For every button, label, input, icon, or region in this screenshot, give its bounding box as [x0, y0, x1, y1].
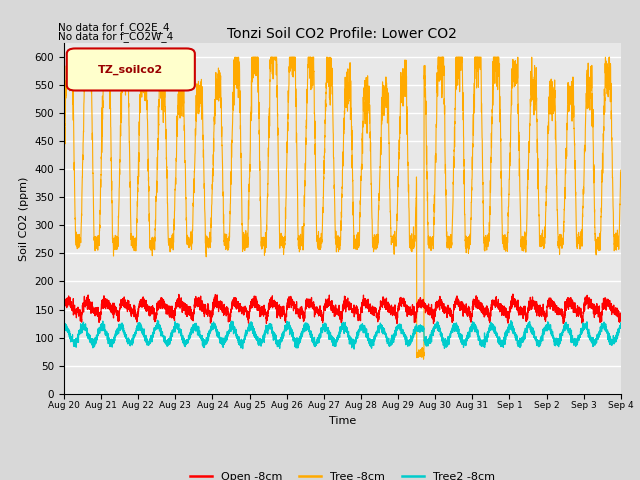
Tree2 -8cm [322, 321, 330, 326]
Tree -8cm [322, 101, 330, 107]
Title: Tonzi Soil CO2 Profile: Lower CO2: Tonzi Soil CO2 Profile: Lower CO2 [227, 27, 458, 41]
Tree -8cm [420, 356, 428, 362]
Tree2 -8cm [499, 338, 507, 344]
Text: No data for f_CO2E_4: No data for f_CO2E_4 [58, 22, 169, 33]
Open -8cm [467, 315, 475, 321]
Open -8cm [160, 301, 168, 307]
Tree2 -8cm [617, 322, 625, 327]
Line: Open -8cm: Open -8cm [64, 294, 621, 324]
Tree -8cm [161, 80, 168, 85]
Tree -8cm [499, 235, 507, 241]
Open -8cm [509, 291, 516, 297]
Open -8cm [616, 312, 624, 318]
Tree -8cm [63, 54, 70, 60]
Open -8cm [617, 311, 625, 316]
Tree -8cm [468, 200, 476, 205]
Tree2 -8cm [60, 321, 68, 326]
Line: Tree -8cm: Tree -8cm [64, 57, 621, 359]
Tree2 -8cm [154, 317, 161, 323]
Text: No data for f_CO2W_4: No data for f_CO2W_4 [58, 31, 173, 42]
Y-axis label: Soil CO2 (ppm): Soil CO2 (ppm) [19, 176, 29, 261]
Open -8cm [60, 307, 68, 313]
Open -8cm [322, 298, 330, 303]
Text: TZ_soilco2: TZ_soilco2 [98, 64, 163, 74]
Legend: Open -8cm, Tree -8cm, Tree2 -8cm: Open -8cm, Tree -8cm, Tree2 -8cm [186, 467, 499, 480]
Tree2 -8cm [616, 325, 624, 331]
Tree -8cm [60, 161, 68, 167]
Tree2 -8cm [468, 324, 476, 330]
X-axis label: Time: Time [329, 416, 356, 426]
FancyBboxPatch shape [67, 48, 195, 91]
Tree2 -8cm [350, 346, 358, 352]
Open -8cm [393, 321, 401, 326]
Open -8cm [436, 301, 444, 307]
Tree2 -8cm [161, 339, 168, 345]
Tree -8cm [616, 188, 624, 193]
Tree2 -8cm [436, 331, 444, 337]
Line: Tree2 -8cm: Tree2 -8cm [64, 320, 621, 349]
Open -8cm [499, 303, 507, 309]
Tree -8cm [436, 77, 444, 83]
Tree -8cm [617, 167, 625, 173]
